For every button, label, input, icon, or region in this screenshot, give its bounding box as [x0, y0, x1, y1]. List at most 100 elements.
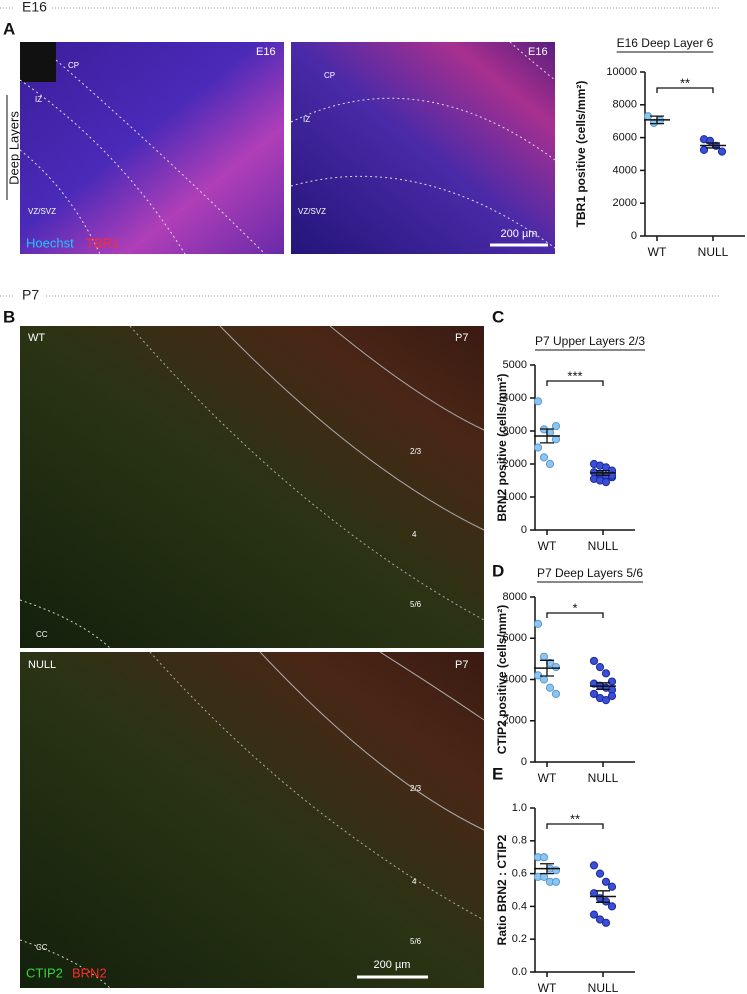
- data-point: [607, 677, 617, 686]
- x-tick-label: WT: [648, 245, 667, 259]
- region-label: IZ: [303, 115, 310, 124]
- y-tick-label: 10000: [606, 66, 637, 78]
- error-bar: [596, 682, 610, 691]
- y-tick-label: 0: [521, 756, 527, 768]
- x-tick-label: NULL: [588, 539, 619, 553]
- data-point: [539, 872, 549, 881]
- y-tick-label: 8000: [503, 591, 527, 603]
- error-bar: [706, 142, 720, 149]
- boundary: [379, 651, 485, 721]
- error-bar: [596, 469, 610, 476]
- data-point: [533, 397, 543, 406]
- y-axis-label: TBR1 positive (cells/mm²): [574, 81, 588, 228]
- y-tick-label: 0.0: [512, 966, 527, 978]
- data-point: [539, 675, 549, 684]
- y-tick-label: 0.6: [512, 868, 527, 880]
- data-point: [539, 853, 549, 862]
- micrograph: [291, 42, 555, 254]
- image-stage: P7: [455, 659, 468, 671]
- boundary: [19, 939, 111, 989]
- scale-label: 200 µm: [501, 228, 538, 240]
- x-tick-label: NULL: [588, 771, 619, 785]
- section-label: E16: [22, 0, 47, 15]
- significance-bracket: [546, 380, 604, 386]
- genotype-label: NULL: [28, 659, 56, 671]
- significance-label: ***: [567, 368, 582, 383]
- data-point: [539, 453, 549, 462]
- y-tick-label: 8000: [613, 99, 637, 111]
- scale-label: 200 µm: [374, 959, 411, 971]
- data-point: [589, 689, 599, 699]
- region-label: VZ/SVZ: [28, 207, 56, 216]
- data-point: [551, 663, 561, 672]
- data-point: [601, 478, 611, 487]
- y-axis-label: CTIP2 positive (cells/mm²): [495, 605, 509, 754]
- data-point: [589, 910, 599, 919]
- data-point: [595, 663, 605, 672]
- panel-label: B: [3, 307, 15, 326]
- layer-label: 5/6: [410, 600, 422, 609]
- boundary: [259, 651, 485, 831]
- data-point: [589, 656, 599, 666]
- image-stage: E16: [528, 46, 548, 58]
- data-point: [533, 443, 543, 452]
- y-tick-label: 2000: [503, 715, 527, 727]
- data-point: [601, 696, 611, 705]
- x-tick-label: WT: [538, 771, 557, 785]
- error-bar: [540, 659, 554, 677]
- boundary: [290, 97, 556, 161]
- stain-label: CTIP2: [26, 965, 63, 980]
- data-point: [551, 877, 561, 886]
- error-bar: [540, 863, 554, 875]
- data-point: [539, 652, 549, 661]
- data-point: [607, 902, 617, 911]
- region-label: VZ/SVZ: [298, 207, 326, 216]
- boundary: [19, 149, 101, 255]
- y-tick-label: 2000: [613, 197, 637, 209]
- panel-label: E: [492, 764, 503, 783]
- micrograph-corner: [20, 42, 56, 82]
- row-label: Deep Layers: [6, 111, 21, 185]
- y-tick-label: 0: [631, 230, 637, 242]
- layer-label: 4: [412, 530, 417, 539]
- y-tick-label: 0.2: [512, 933, 527, 945]
- boundary: [290, 175, 556, 249]
- y-tick-label: 1000: [503, 491, 527, 503]
- data-point: [607, 691, 617, 701]
- stain-label: TBR1: [86, 235, 119, 250]
- image-stage: P7: [455, 332, 468, 344]
- data-point: [595, 869, 605, 878]
- data-point: [607, 882, 617, 891]
- layer-label: 2/3: [410, 784, 422, 793]
- y-tick-label: 2000: [503, 458, 527, 470]
- micrograph: [20, 326, 484, 648]
- data-point: [551, 866, 561, 875]
- x-tick-label: WT: [538, 539, 557, 553]
- boundary: [19, 599, 111, 649]
- genotype-label: WT: [28, 332, 45, 344]
- data-point: [551, 435, 561, 444]
- error-bar: [540, 428, 554, 444]
- data-point: [589, 861, 599, 870]
- x-tick-label: NULL: [698, 245, 729, 259]
- data-point: [551, 689, 561, 699]
- region-label: CP: [324, 71, 335, 80]
- y-tick-label: 4000: [503, 673, 527, 685]
- significance-label: **: [680, 75, 690, 90]
- micrograph: [20, 652, 484, 988]
- x-tick-label: WT: [538, 981, 557, 994]
- region-label: CC: [36, 630, 48, 639]
- stain-label: BRN2: [72, 965, 107, 980]
- y-tick-label: 4000: [613, 164, 637, 176]
- boundary: [19, 79, 186, 255]
- layer-label: 2/3: [410, 447, 422, 456]
- y-tick-label: 3000: [503, 425, 527, 437]
- y-axis-label: BRN2 positive (cells/mm²): [495, 373, 509, 521]
- layer-label: 4: [412, 877, 417, 886]
- data-point: [545, 459, 555, 469]
- y-tick-label: 0.8: [512, 835, 527, 847]
- boundary: [329, 325, 485, 431]
- significance-label: *: [572, 600, 577, 615]
- data-point: [601, 877, 611, 886]
